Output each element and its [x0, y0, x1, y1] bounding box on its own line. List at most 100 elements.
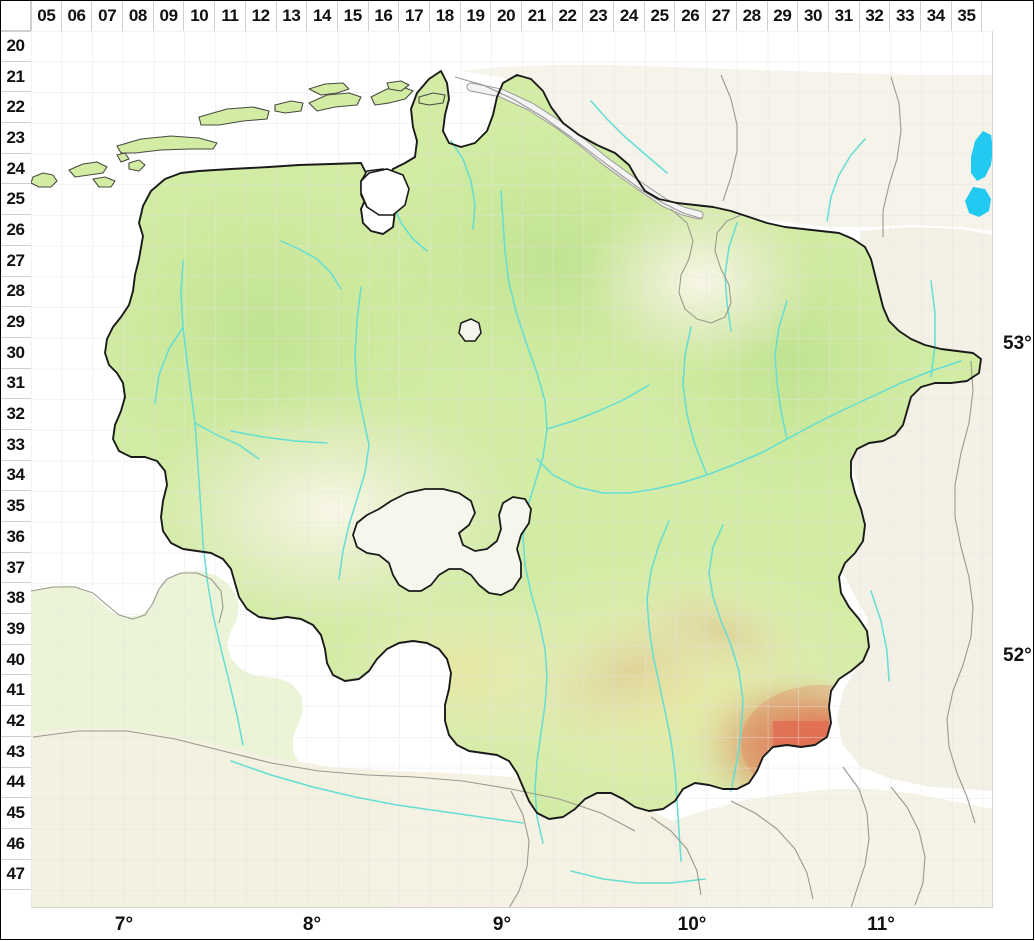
- ruler-row-40: 40: [0, 645, 31, 676]
- longitude-label-10: 10°: [677, 914, 707, 935]
- river-weser-trib: [546, 384, 650, 430]
- ruler-column-08: 08: [123, 0, 154, 31]
- river-jeetzel: [826, 138, 866, 222]
- ruler-row-32: 32: [0, 399, 31, 430]
- island-juist-w: [68, 161, 108, 178]
- east-frisian-islands: [31, 80, 446, 188]
- ruler-column-14: 14: [307, 0, 338, 31]
- river-oker: [708, 524, 744, 792]
- border-grey-se: [842, 766, 870, 907]
- ruler-left: 20 21 22 23 24 25 26 27 28 29 30 31 32 33 34 35 36 37 38 39…: [0, 31, 31, 891]
- river-north-1: [450, 140, 476, 230]
- border-grey-west-nl: [31, 572, 224, 624]
- ruler-row-47: 47: [0, 860, 31, 891]
- ruler-column-16: 16: [369, 0, 400, 31]
- ruler-row-37: 37: [0, 553, 31, 584]
- river-ems: [180, 260, 244, 746]
- ruler-row-39: 39: [0, 614, 31, 645]
- island-juist: [116, 135, 218, 154]
- ruler-column-20: 20: [491, 0, 522, 31]
- ruler-row-21: 21: [0, 62, 31, 93]
- ruler-row-44: 44: [0, 768, 31, 799]
- river-ems-trib-2: [194, 422, 260, 460]
- ruler-column-13: 13: [277, 0, 308, 31]
- island-langeoog: [308, 92, 362, 112]
- lake-ne: [971, 131, 992, 181]
- longitude-label-9: 9°: [492, 914, 512, 935]
- river-hunte: [338, 286, 370, 580]
- ruler-column-27: 27: [706, 0, 737, 31]
- ruler-column-22: 22: [553, 0, 584, 31]
- border-grey-e-1: [946, 360, 976, 824]
- lake-layer: [965, 131, 992, 217]
- ruler-column-10: 10: [184, 0, 216, 31]
- ruler-row-29: 29: [0, 307, 31, 338]
- coordinate-grid: [31, 31, 992, 907]
- island-wangerooge: [308, 82, 350, 96]
- border-grey-s-1: [650, 816, 702, 896]
- state-border-niedersachsen: [104, 70, 982, 820]
- river-aller-trib-2: [682, 326, 708, 476]
- longitude-label-7: 7°: [114, 914, 134, 935]
- ruler-column-07: 07: [92, 0, 124, 31]
- ruler-row-38: 38: [0, 583, 31, 615]
- island-dot-1: [128, 159, 146, 172]
- ruler-row-20: 20: [0, 31, 31, 62]
- longitude-label-11: 11°: [867, 914, 895, 935]
- ruler-column-17: 17: [399, 0, 430, 31]
- river-south-e: [570, 870, 706, 884]
- ruler-row-23: 23: [0, 123, 31, 154]
- ruler-column-05: 05: [31, 0, 62, 31]
- river-se-1: [870, 590, 890, 682]
- ruler-row-34: 34: [0, 461, 31, 492]
- ruler-column-35: 35: [952, 0, 983, 31]
- river-south-w: [230, 760, 524, 824]
- river-elbe-trib: [590, 100, 668, 174]
- river-ems-trib-1: [154, 326, 184, 404]
- ruler-row-28: 28: [0, 277, 31, 308]
- border-grey-ne-2: [720, 74, 738, 202]
- border-grey-se-hessen: [730, 800, 814, 900]
- border-grey-ne-1: [882, 76, 902, 237]
- island-minsener: [386, 80, 410, 92]
- island-dot-2: [116, 152, 130, 163]
- ruler-row-22: 22: [0, 92, 31, 124]
- ruler-column-31: 31: [829, 0, 860, 31]
- longitude-label-8: 8°: [302, 914, 322, 935]
- island-baltrum: [274, 100, 304, 114]
- map-canvas[interactable]: [31, 31, 993, 908]
- river-leine: [646, 520, 682, 862]
- ruler-column-11: 11: [215, 0, 246, 31]
- island-borkum: [31, 172, 58, 188]
- ruler-row-41: 41: [0, 675, 31, 707]
- river-ilmenau: [724, 222, 738, 332]
- ruler-corner: [0, 0, 31, 31]
- ruler-row-42: 42: [0, 706, 31, 737]
- lake-ne-lower: [965, 187, 991, 217]
- ruler-column-09: 09: [154, 0, 185, 31]
- ruler-column-25: 25: [645, 0, 676, 31]
- ruler-row-26: 26: [0, 215, 31, 246]
- river-aller: [536, 360, 962, 494]
- ruler-column-21: 21: [522, 0, 553, 31]
- ruler-column-33: 33: [890, 0, 921, 31]
- ruler-row-35: 35: [0, 491, 31, 522]
- ruler-column-28: 28: [737, 0, 768, 31]
- enclave-bremen-city: [352, 488, 532, 596]
- ruler-column-18: 18: [430, 0, 461, 31]
- ruler-column-34: 34: [921, 0, 952, 31]
- river-network: [154, 100, 962, 884]
- ruler-row-31: 31: [0, 369, 31, 400]
- ruler-row-36: 36: [0, 522, 31, 553]
- island-norderney: [198, 106, 270, 126]
- ruler-column-26: 26: [675, 0, 707, 31]
- river-elbe-water: [467, 83, 703, 219]
- ruler-column-24: 24: [614, 0, 645, 31]
- border-grey-s-mid: [508, 790, 530, 907]
- ruler-row-33: 33: [0, 430, 31, 461]
- enclave-bremerhaven: [458, 318, 482, 342]
- map-viewport[interactable]: [31, 31, 993, 908]
- ruler-row-30: 30: [0, 338, 31, 369]
